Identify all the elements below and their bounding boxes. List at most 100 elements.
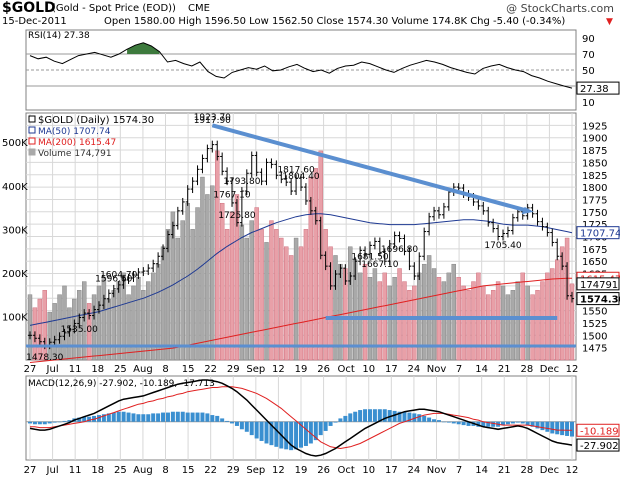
volume-bar	[244, 237, 250, 361]
legend-swatch	[28, 148, 36, 156]
volume-bar	[298, 246, 304, 361]
macd-histogram-bar	[170, 411, 175, 422]
macd-line	[29, 379, 573, 457]
symbol-title: $GOLD	[2, 0, 56, 16]
macd-value-box	[576, 423, 620, 437]
volume-bar	[525, 285, 530, 361]
signal-line	[30, 386, 572, 450]
volume-bar	[397, 268, 402, 361]
x-tick-bottom: 15	[182, 465, 195, 476]
macd-histogram-bar	[195, 412, 200, 422]
macd-histogram-bar	[363, 409, 368, 422]
macd-histogram-bar	[505, 421, 510, 425]
price-tick: 1925	[582, 121, 607, 132]
macd-histogram-bar	[323, 421, 328, 431]
price-annotation: 1725.80	[218, 211, 255, 221]
macd-histogram-bar	[510, 421, 515, 424]
macd-histogram-bar	[284, 421, 289, 450]
x-tick: 25	[114, 364, 127, 375]
macd-histogram-bar	[486, 421, 491, 427]
macd-value-box	[576, 438, 620, 452]
macd-histogram-bar	[560, 421, 565, 436]
macd-histogram-bar	[111, 412, 116, 422]
macd-histogram-bar	[190, 412, 195, 422]
macd-histogram-bar	[328, 421, 333, 426]
x-tick: Oct	[338, 364, 355, 375]
x-tick-bottom: 12	[566, 465, 579, 476]
macd-histogram-bar	[294, 421, 299, 450]
price-annotation: 1667.10	[361, 260, 398, 270]
macd-histogram-bar	[407, 412, 412, 422]
volume-bar	[550, 268, 555, 361]
price-annotation: 1917.90	[194, 116, 231, 126]
price-tick: 1850	[582, 158, 607, 169]
watermark: @ StockCharts.com	[506, 2, 614, 15]
macd-histogram-bar	[402, 411, 407, 422]
price-tick: 1725	[582, 220, 607, 231]
x-tick: 21	[498, 364, 511, 375]
macd-histogram-bar	[151, 413, 156, 422]
macd-histogram-bar	[427, 417, 432, 422]
macd-histogram-bar	[185, 412, 190, 422]
volume-bar	[150, 272, 156, 361]
price-annotation: 1817.60	[277, 165, 314, 175]
macd-histogram-bar	[436, 420, 441, 422]
volume-bar	[146, 281, 151, 361]
macd-value-label: -27.902	[580, 441, 619, 452]
x-tick: 11	[69, 364, 82, 375]
price-tick: 1900	[582, 134, 607, 145]
legend-label: $GOLD (Daily) 1574.30	[38, 115, 154, 126]
volume-bar	[180, 220, 185, 361]
volume-bar	[141, 290, 146, 361]
value-box-label: 1707.74	[580, 229, 620, 240]
x-tick-bottom: 22	[204, 465, 217, 476]
price-tick: 1675	[582, 245, 607, 256]
macd-histogram-bar	[343, 415, 348, 422]
legend-swatch	[28, 115, 36, 123]
x-tick-bottom: Jul	[46, 465, 59, 476]
macd-histogram-bar	[570, 421, 574, 437]
macd-histogram-bar	[358, 410, 363, 422]
x-tick-bottom: 29	[227, 465, 240, 476]
price-annotation: 1604.70	[100, 271, 137, 281]
macd-histogram-bar	[269, 421, 274, 446]
macd-histogram-bar	[264, 421, 269, 444]
x-tick: 27	[24, 364, 37, 375]
volume-bar	[259, 229, 264, 361]
price-annotation: 1804.40	[282, 172, 319, 182]
volume-bar	[116, 281, 121, 361]
volume-bar	[131, 285, 136, 361]
exchange-label: CME	[188, 3, 210, 14]
macd-histogram-bar	[476, 421, 481, 427]
volume-bar	[239, 224, 245, 361]
volume-bar	[451, 263, 456, 361]
value-box	[576, 226, 620, 240]
price-tick: 1650	[582, 257, 607, 268]
volume-bar	[269, 220, 274, 361]
volume-bar	[559, 246, 565, 361]
macd-histogram-bar	[244, 421, 249, 432]
macd-histogram-bar	[234, 421, 239, 426]
volume-bar	[362, 263, 368, 361]
macd-histogram-bar	[456, 421, 461, 425]
ma50-line	[29, 213, 573, 326]
macd-histogram-bar	[348, 413, 353, 422]
legend-swatch	[28, 126, 36, 134]
volume-bar	[37, 298, 43, 361]
macd-histogram-bar	[146, 414, 151, 422]
macd-histogram-bar	[254, 421, 259, 439]
volume-bar	[175, 237, 181, 361]
macd-histogram-bar	[446, 421, 451, 423]
volume-bar	[215, 150, 220, 361]
macd-histogram-bar	[220, 418, 225, 422]
volume-bar	[293, 237, 299, 361]
price-tick: 1475	[582, 344, 607, 355]
rsi-label: RSI(14) 27.38	[28, 31, 90, 41]
volume-bar	[412, 285, 417, 361]
volume-bar	[279, 237, 284, 361]
volume-bar	[495, 281, 501, 361]
volume-bar	[323, 229, 328, 361]
macd-histogram-bar	[412, 413, 417, 422]
volume-bar	[530, 294, 535, 361]
volume-bar	[303, 229, 309, 361]
